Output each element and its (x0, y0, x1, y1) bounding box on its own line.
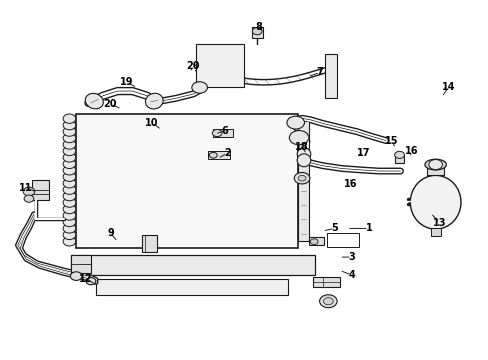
Bar (325, 54, 336, 98)
Circle shape (63, 179, 76, 188)
Bar (195, 44, 244, 87)
Text: 3: 3 (347, 252, 354, 262)
Circle shape (63, 185, 76, 194)
Text: 16: 16 (344, 179, 357, 189)
Circle shape (319, 295, 336, 308)
Bar (96, 279, 288, 295)
Bar (426, 166, 444, 175)
Circle shape (252, 28, 262, 35)
Bar (207, 151, 229, 159)
Circle shape (63, 166, 76, 175)
Circle shape (63, 172, 76, 181)
Circle shape (63, 224, 76, 233)
Ellipse shape (409, 175, 460, 229)
Text: 5: 5 (331, 224, 337, 233)
Text: 12: 12 (79, 274, 93, 284)
Text: 1: 1 (365, 224, 371, 233)
Bar (71, 255, 315, 275)
Text: 18: 18 (295, 142, 308, 152)
Bar (309, 237, 324, 245)
Text: 20: 20 (186, 61, 200, 71)
Bar (298, 121, 308, 241)
Circle shape (209, 152, 217, 158)
Text: 6: 6 (221, 126, 228, 135)
Bar (312, 277, 339, 287)
Ellipse shape (424, 159, 446, 170)
Circle shape (23, 187, 35, 196)
Text: 13: 13 (432, 218, 446, 228)
Circle shape (394, 151, 404, 158)
Circle shape (86, 278, 96, 285)
Bar (430, 228, 440, 236)
Circle shape (63, 230, 76, 239)
Ellipse shape (145, 93, 163, 109)
Text: 14: 14 (441, 82, 454, 93)
Ellipse shape (85, 93, 103, 109)
Circle shape (63, 192, 76, 201)
Circle shape (310, 239, 318, 244)
Circle shape (70, 272, 82, 280)
Circle shape (63, 114, 76, 123)
Text: 4: 4 (347, 270, 354, 280)
Circle shape (63, 159, 76, 168)
Circle shape (289, 131, 308, 145)
Circle shape (63, 127, 76, 136)
Circle shape (63, 121, 76, 130)
Circle shape (212, 130, 222, 136)
Circle shape (286, 116, 304, 129)
Bar (251, 27, 262, 39)
Circle shape (63, 134, 76, 143)
Bar (142, 235, 157, 252)
Circle shape (298, 175, 305, 181)
Circle shape (63, 153, 76, 162)
Text: 9: 9 (107, 228, 114, 238)
Circle shape (294, 172, 309, 184)
Text: 20: 20 (103, 99, 117, 109)
Text: 2: 2 (224, 148, 230, 158)
Text: 8: 8 (255, 22, 262, 32)
Bar (394, 155, 404, 163)
Circle shape (24, 195, 34, 202)
Circle shape (428, 159, 442, 170)
Text: 19: 19 (120, 77, 133, 87)
Circle shape (63, 204, 76, 214)
Circle shape (323, 298, 332, 305)
Text: 16: 16 (404, 146, 417, 156)
Circle shape (63, 146, 76, 156)
Ellipse shape (191, 82, 207, 93)
Bar (327, 233, 358, 247)
Circle shape (63, 237, 76, 246)
Ellipse shape (297, 148, 310, 161)
Text: 10: 10 (145, 118, 158, 128)
Circle shape (63, 198, 76, 207)
Bar (212, 129, 233, 137)
Text: 15: 15 (384, 136, 398, 145)
Circle shape (63, 211, 76, 220)
Bar (76, 114, 298, 248)
Circle shape (63, 140, 76, 149)
Ellipse shape (297, 154, 310, 167)
Text: 11: 11 (19, 183, 33, 193)
Bar (32, 180, 49, 200)
Bar (71, 255, 91, 273)
Text: 7: 7 (316, 67, 323, 77)
Circle shape (63, 217, 76, 226)
Text: 17: 17 (357, 148, 370, 158)
